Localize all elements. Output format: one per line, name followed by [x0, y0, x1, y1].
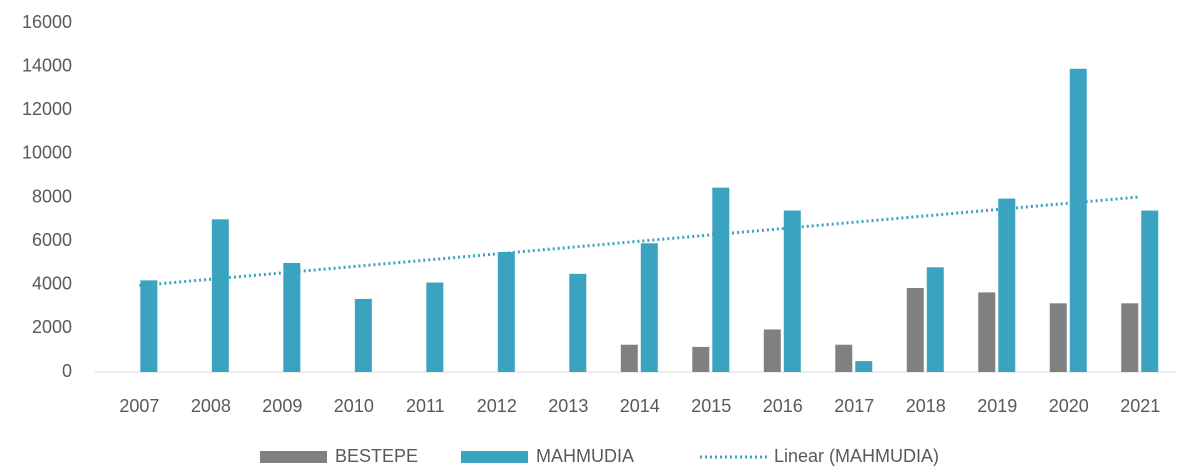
x-tick-label: 2010	[334, 396, 374, 416]
bar	[712, 187, 730, 372]
x-tick-label: 2018	[906, 396, 946, 416]
y-tick-label: 16000	[22, 12, 72, 32]
y-tick-label: 2000	[32, 317, 72, 337]
bar	[1121, 303, 1139, 372]
bar	[640, 243, 658, 372]
bar	[354, 298, 372, 372]
x-tick-label: 2009	[262, 396, 302, 416]
bar	[835, 344, 853, 372]
x-tick-label: 2014	[620, 396, 660, 416]
bar	[978, 292, 996, 372]
y-tick-label: 4000	[32, 274, 72, 294]
bar	[1049, 303, 1067, 372]
y-tick-label: 8000	[32, 186, 72, 206]
x-tick-label: 2007	[119, 396, 159, 416]
bar	[926, 267, 944, 372]
x-tick-label: 2008	[191, 396, 231, 416]
y-tick-label: 10000	[22, 143, 72, 163]
legend-swatch	[260, 451, 327, 463]
x-tick-label: 2012	[477, 396, 517, 416]
legend-label: MAHMUDIA	[536, 446, 634, 466]
bar	[783, 210, 801, 372]
y-tick-label: 12000	[22, 99, 72, 119]
legend-label: Linear (MAHMUDIA)	[774, 446, 939, 466]
x-tick-label: 2016	[763, 396, 803, 416]
bar	[569, 273, 587, 372]
bar	[426, 282, 444, 372]
bar	[140, 280, 158, 372]
bar	[855, 361, 873, 372]
x-tick-label: 2019	[977, 396, 1017, 416]
bar	[1141, 210, 1159, 372]
x-tick-label: 2021	[1120, 396, 1160, 416]
bar	[998, 198, 1016, 372]
y-tick-label: 0	[62, 361, 72, 381]
y-tick-label: 14000	[22, 55, 72, 75]
bar	[1069, 68, 1087, 373]
legend-swatch	[461, 451, 528, 463]
x-tick-label: 2015	[691, 396, 731, 416]
bar	[906, 288, 924, 372]
x-tick-label: 2020	[1049, 396, 1089, 416]
bar	[497, 252, 515, 372]
bar	[283, 262, 301, 372]
legend-label: BESTEPE	[335, 446, 418, 466]
bar	[763, 329, 781, 372]
bar	[620, 344, 638, 372]
x-tick-label: 2011	[406, 396, 445, 416]
trendline	[139, 195, 1141, 288]
x-tick-label: 2013	[548, 396, 588, 416]
y-tick-label: 6000	[32, 230, 72, 250]
bar	[211, 219, 229, 372]
bar	[692, 346, 710, 372]
x-tick-label: 2017	[834, 396, 874, 416]
